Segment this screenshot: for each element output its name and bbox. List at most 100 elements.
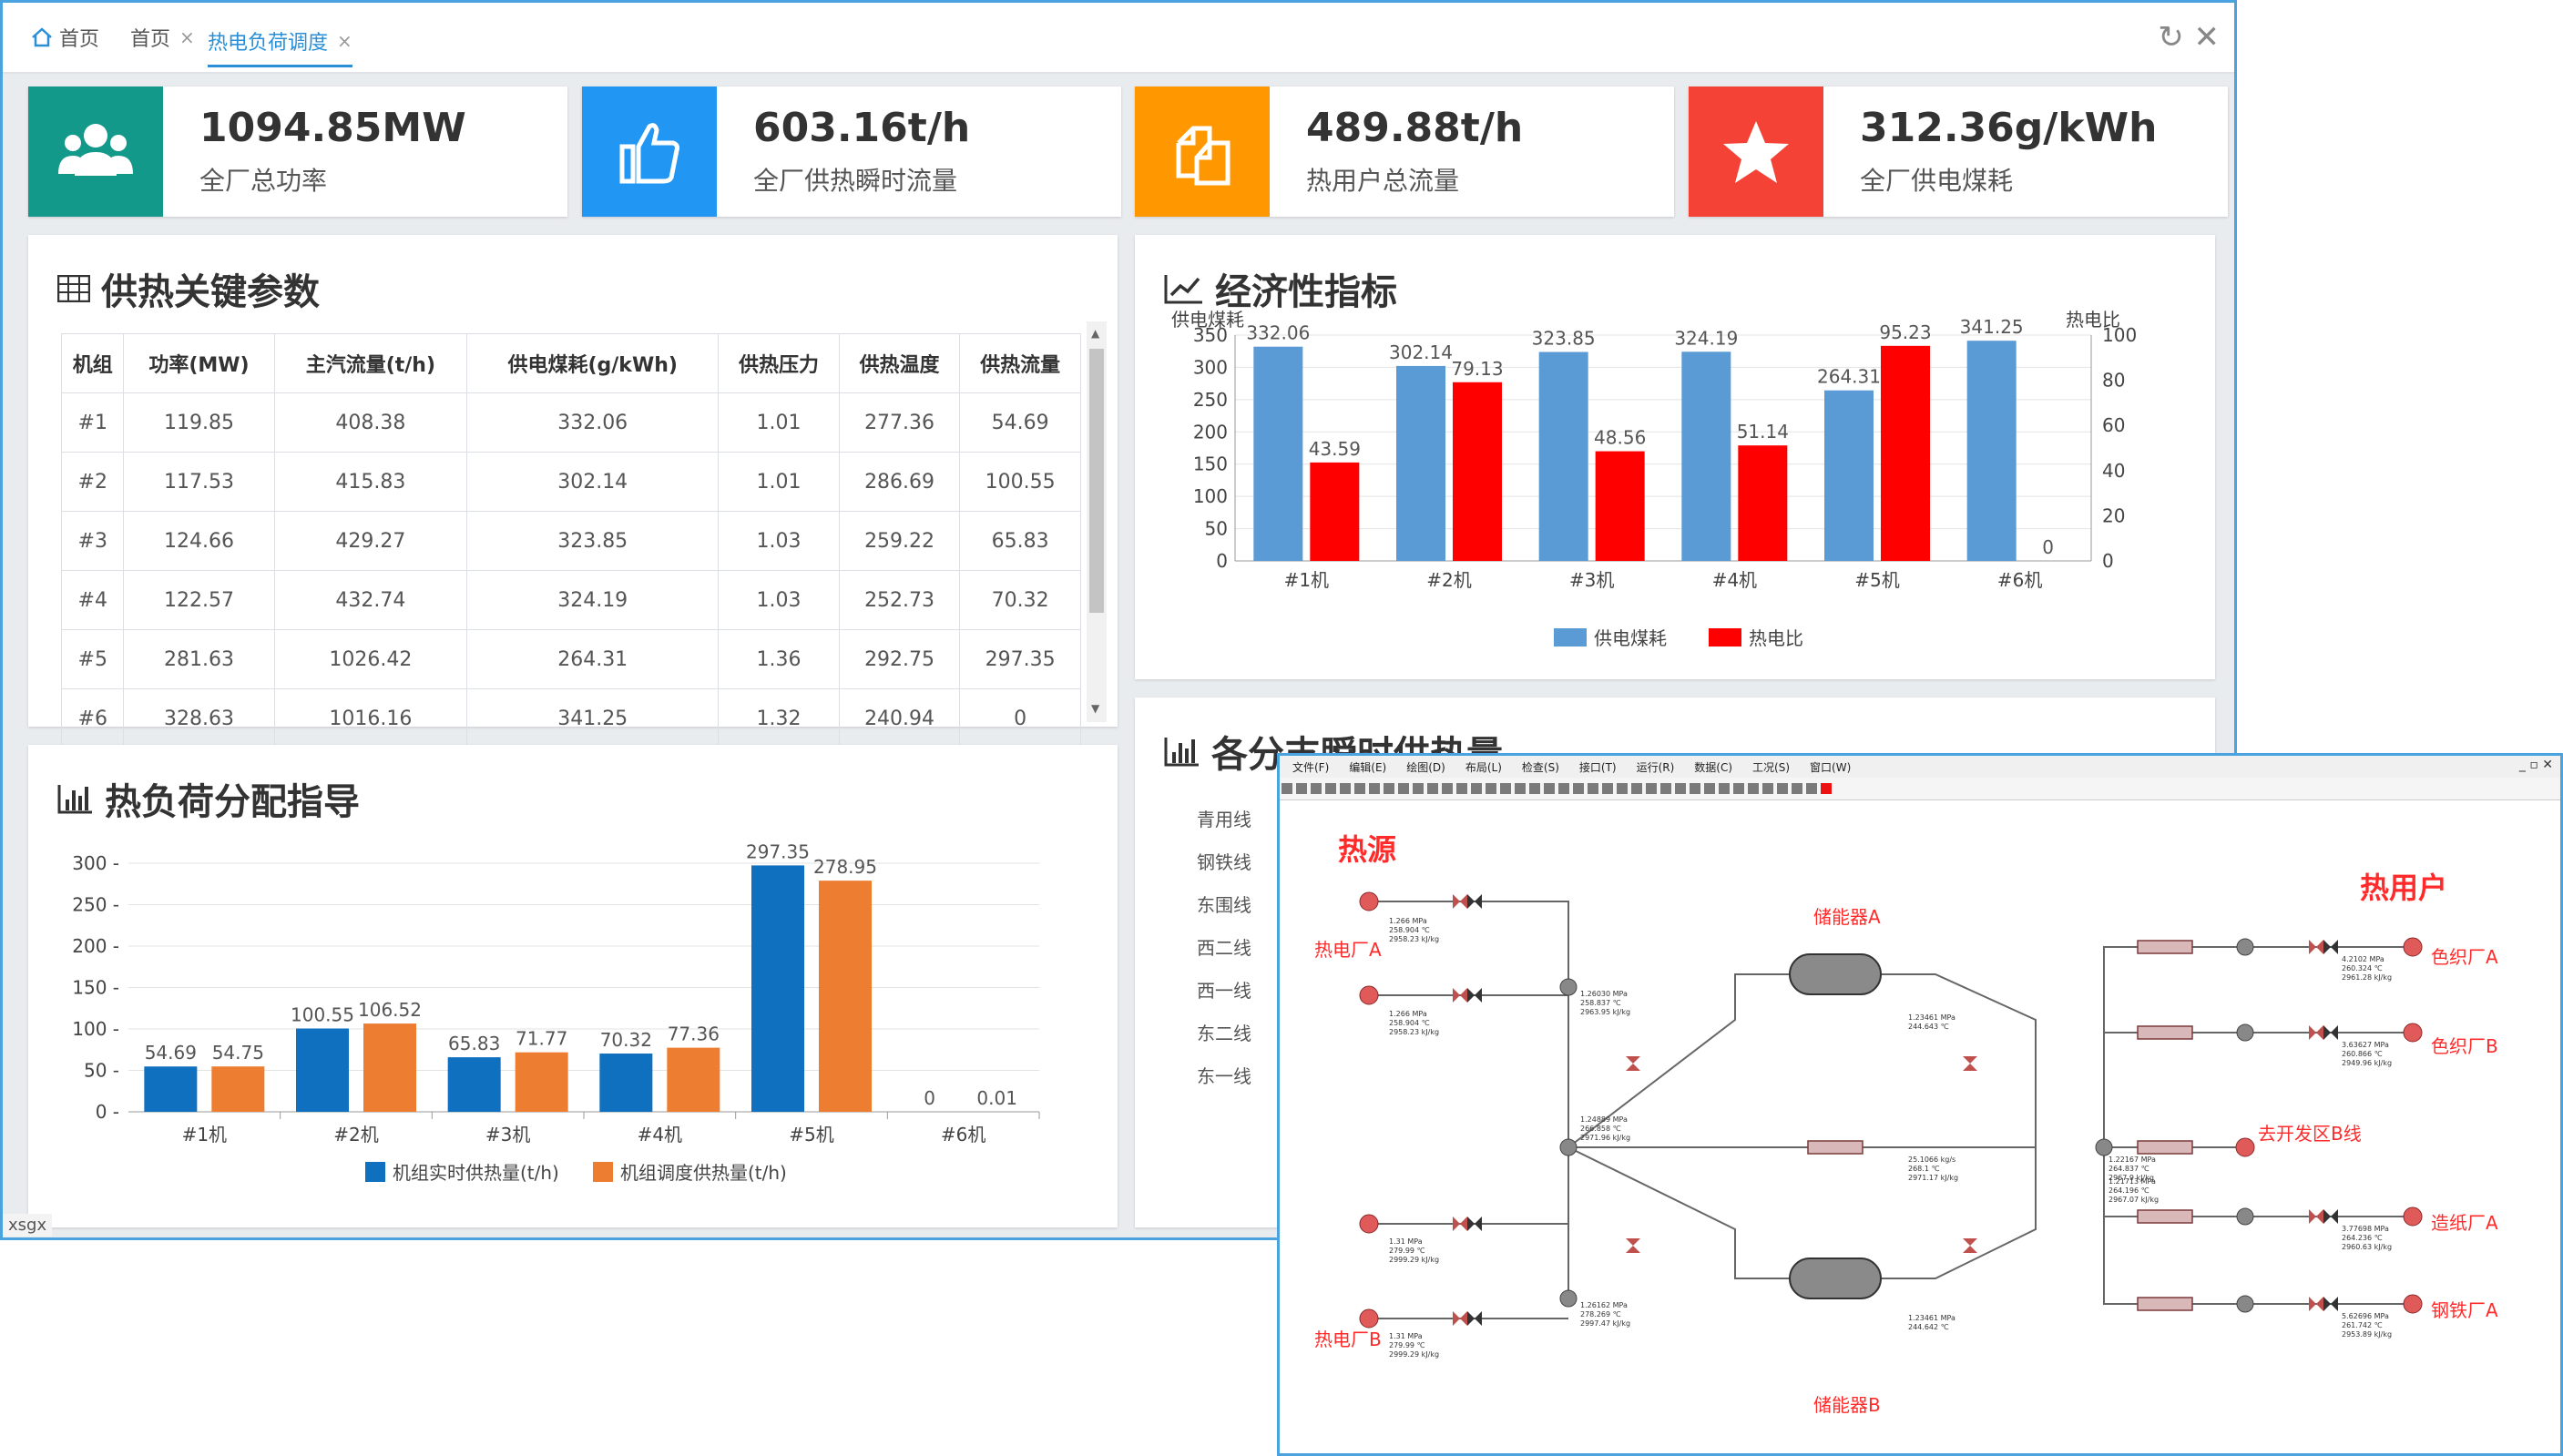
window-controls[interactable]: _ ▫ ✕	[2518, 758, 2553, 772]
valve-icon[interactable]	[1453, 988, 1467, 1003]
valve-icon[interactable]	[1626, 1056, 1640, 1071]
table-row[interactable]: #2 117.53 415.83 302.14 1.01 286.69 100.55	[60, 452, 1081, 512]
bar-ratio[interactable]	[1453, 382, 1502, 561]
valve-icon[interactable]	[1453, 894, 1467, 909]
table-row[interactable]: #1 119.85 408.38 332.06 1.01 277.36 54.69	[60, 392, 1081, 453]
close-icon[interactable]: ✕	[2193, 19, 2221, 56]
tab-home-2[interactable]: 首页 ×	[130, 19, 195, 56]
legend-label[interactable]: 机组实时供热量(t/h)	[393, 1162, 559, 1184]
column-header[interactable]: 供热温度	[838, 333, 961, 393]
bar-ratio[interactable]	[1595, 451, 1645, 561]
source-node[interactable]	[1359, 985, 1379, 1005]
customer-node[interactable]	[2403, 1207, 2423, 1227]
bar-coal[interactable]	[1681, 351, 1731, 561]
table-row[interactable]: #6 328.63 1016.16 341.25 1.32 240.94 0	[60, 688, 1081, 748]
toolbar-button-icon[interactable]	[1646, 783, 1657, 794]
scrollbar-thumb[interactable]	[1089, 349, 1104, 613]
legend-label[interactable]: 热电比	[1749, 627, 1803, 649]
column-header[interactable]: 主汽流量(t/h)	[273, 333, 468, 393]
toolbar-button-icon[interactable]	[1719, 783, 1730, 794]
toolbar-button-icon[interactable]	[1325, 783, 1336, 794]
legend-swatch[interactable]	[1709, 628, 1741, 647]
toolbar-button-icon[interactable]	[1354, 783, 1365, 794]
bar-dispatch[interactable]	[819, 881, 872, 1112]
bar-coal[interactable]	[1538, 351, 1588, 561]
customer-node[interactable]	[2235, 1137, 2255, 1157]
toolbar-button-icon[interactable]	[1675, 783, 1686, 794]
menu-item[interactable]: 编辑(E)	[1349, 760, 1387, 774]
toolbar-button-icon[interactable]	[1427, 783, 1438, 794]
heat-exchanger[interactable]	[2137, 1140, 2193, 1155]
valve-icon[interactable]	[1453, 1311, 1467, 1326]
valve-icon[interactable]	[2309, 940, 2323, 954]
source-node[interactable]	[1359, 1308, 1379, 1329]
toolbar-button-icon[interactable]	[1821, 783, 1832, 794]
valve-icon[interactable]	[2323, 1297, 2338, 1311]
table-row[interactable]: #3 124.66 429.27 323.85 1.03 259.22 65.83	[60, 511, 1081, 571]
bar-actual[interactable]	[447, 1057, 501, 1112]
junction-node[interactable]	[1559, 978, 1578, 996]
column-header[interactable]: 供热流量	[959, 333, 1081, 393]
column-header[interactable]: 功率(MW)	[123, 333, 275, 393]
heat-exchanger[interactable]	[2137, 1209, 2193, 1224]
bar-ratio[interactable]	[1310, 462, 1360, 561]
close-tab-icon[interactable]: ×	[179, 26, 195, 48]
storage-tank-b[interactable]	[1789, 1257, 1882, 1299]
toolbar-button-icon[interactable]	[1762, 783, 1773, 794]
toolbar-button-icon[interactable]	[1588, 783, 1598, 794]
bar-ratio[interactable]	[1738, 445, 1788, 561]
toolbar-button-icon[interactable]	[1340, 783, 1351, 794]
valve-icon[interactable]	[2323, 1025, 2338, 1040]
menu-item[interactable]: 工况(S)	[1752, 760, 1791, 774]
junction-node[interactable]	[2236, 938, 2254, 956]
toolbar-button-icon[interactable]	[1296, 783, 1307, 794]
heat-exchanger[interactable]	[1807, 1140, 1864, 1155]
valve-icon[interactable]	[1626, 1238, 1640, 1253]
valve-icon[interactable]	[2309, 1025, 2323, 1040]
valve-icon[interactable]	[2323, 1209, 2338, 1224]
legend-swatch[interactable]	[1554, 628, 1587, 647]
heat-exchanger[interactable]	[2137, 1025, 2193, 1040]
junction-node[interactable]	[2236, 1295, 2254, 1313]
valve-icon[interactable]	[2309, 1297, 2323, 1311]
junction-node[interactable]	[2236, 1023, 2254, 1042]
column-header[interactable]: 供电煤耗(g/kWh)	[466, 333, 720, 393]
tab-heat-load-dispatch[interactable]: 热电负荷调度 ×	[208, 17, 352, 67]
toolbar-button-icon[interactable]	[1515, 783, 1526, 794]
bar-coal[interactable]	[1824, 390, 1874, 561]
toolbar-button-icon[interactable]	[1660, 783, 1671, 794]
toolbar-button-icon[interactable]	[1471, 783, 1482, 794]
menu-item[interactable]: 接口(T)	[1578, 760, 1617, 774]
customer-node[interactable]	[2403, 937, 2423, 957]
toolbar-button-icon[interactable]	[1631, 783, 1642, 794]
valve-icon[interactable]	[2323, 940, 2338, 954]
toolbar-button-icon[interactable]	[1311, 783, 1322, 794]
tab-home[interactable]: 首页	[30, 19, 99, 56]
valve-icon[interactable]	[1963, 1238, 1977, 1253]
customer-node[interactable]	[2403, 1294, 2423, 1314]
toolbar-button-icon[interactable]	[1442, 783, 1453, 794]
bar-actual[interactable]	[751, 865, 804, 1112]
junction-node[interactable]	[1559, 1289, 1578, 1308]
column-header[interactable]: 机组	[60, 333, 125, 393]
junction-node[interactable]	[2236, 1207, 2254, 1226]
table-row[interactable]: #5 281.63 1026.42 264.31 1.36 292.75 297.35	[60, 629, 1081, 689]
bar-actual[interactable]	[296, 1028, 349, 1112]
valve-icon[interactable]	[1453, 1217, 1467, 1231]
toolbar-button-icon[interactable]	[1529, 783, 1540, 794]
refresh-icon[interactable]: ↻	[2158, 19, 2184, 56]
toolbar-button-icon[interactable]	[1690, 783, 1700, 794]
menu-item[interactable]: 布局(L)	[1465, 760, 1502, 774]
toolbar-button-icon[interactable]	[1500, 783, 1511, 794]
toolbar-button-icon[interactable]	[1806, 783, 1817, 794]
valve-icon[interactable]	[1467, 894, 1482, 909]
close-tab-icon[interactable]: ×	[337, 30, 352, 52]
source-node[interactable]	[1359, 891, 1379, 911]
toolbar-button-icon[interactable]	[1748, 783, 1759, 794]
toolbar-button-icon[interactable]	[1544, 783, 1555, 794]
bar-coal[interactable]	[1253, 346, 1303, 561]
bar-dispatch[interactable]	[667, 1047, 720, 1112]
menu-item[interactable]: 绘图(D)	[1406, 760, 1445, 774]
toolbar-button-icon[interactable]	[1792, 783, 1802, 794]
bar-dispatch[interactable]	[211, 1066, 265, 1112]
